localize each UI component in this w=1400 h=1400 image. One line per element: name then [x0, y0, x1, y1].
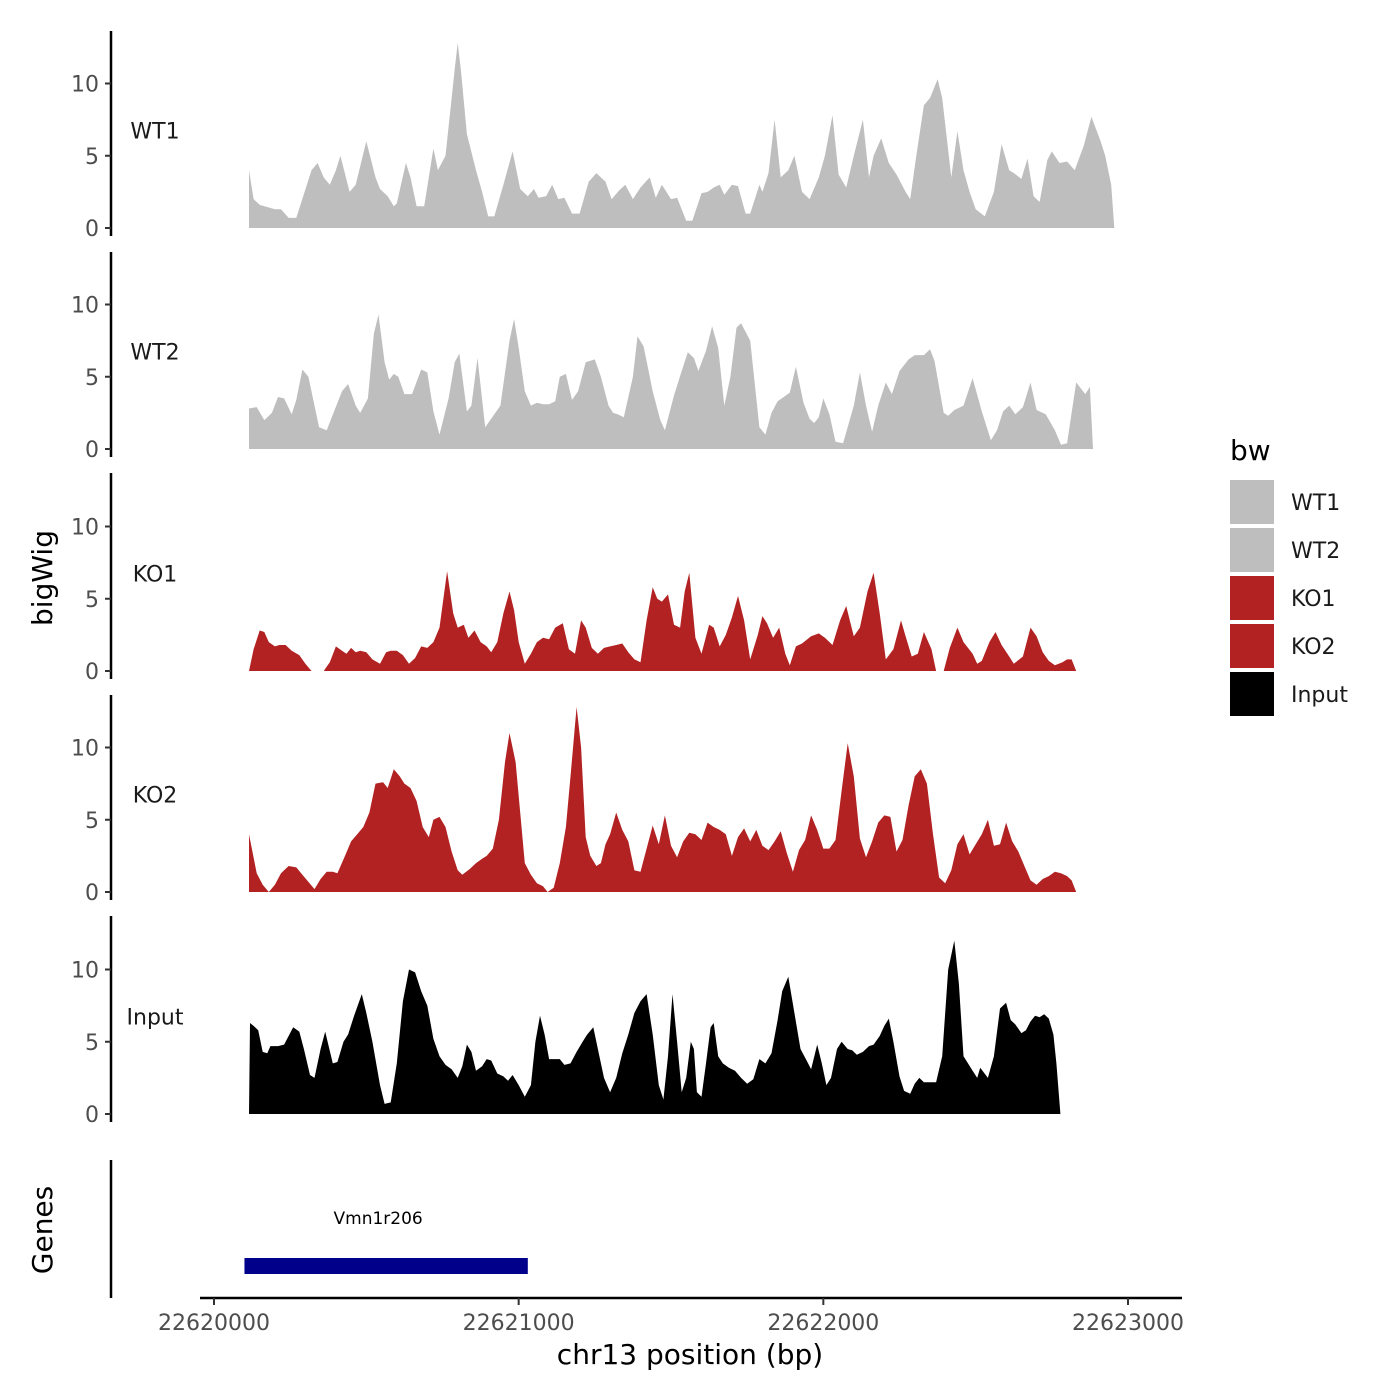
track-label: KO1 — [133, 562, 178, 587]
genes-track: Vmn1r206 — [109, 1160, 528, 1298]
legend-swatch — [1230, 528, 1274, 572]
track-ko2: 0 5 10 KO2 — [71, 695, 1077, 906]
area-ko2 — [249, 707, 1077, 892]
legend-label: Input — [1291, 683, 1348, 708]
track-wt2: 0 5 10 WT2 — [71, 252, 1093, 463]
signal-tracks: 0 5 10 WT1 0 5 10 WT2 0 5 10 KO1 0 5 10 KO2 0 5 10 Input — [71, 31, 1115, 1128]
y-tick-label: 10 — [71, 737, 99, 762]
y-tick-label: 0 — [85, 438, 99, 463]
legend-title: bw — [1230, 434, 1271, 467]
y-tick-label: 10 — [71, 73, 99, 98]
legend-swatch — [1230, 480, 1274, 524]
y-axis-title: bigWig — [26, 530, 59, 626]
y-tick-label: 10 — [71, 294, 99, 319]
legend-swatch — [1230, 576, 1274, 620]
track-label: WT2 — [130, 340, 179, 365]
track-wt1: 0 5 10 WT1 — [71, 31, 1115, 242]
x-tick-label: 22621000 — [463, 1311, 575, 1336]
area-wt2 — [249, 314, 1093, 449]
legend: bw WT1 WT2 KO1 KO2 Input — [1230, 434, 1348, 716]
y-tick-label: 0 — [85, 881, 99, 906]
y-tick-label: 5 — [85, 809, 99, 834]
track-input: 0 5 10 Input — [71, 916, 1061, 1128]
x-tick-label: 22620000 — [158, 1311, 270, 1336]
gene-body — [244, 1258, 528, 1274]
gene-label: Vmn1r206 — [334, 1209, 423, 1229]
y-tick-label: 5 — [85, 145, 99, 170]
legend-label: KO2 — [1291, 635, 1336, 660]
legend-swatch — [1230, 672, 1274, 716]
legend-label: WT1 — [1291, 491, 1340, 516]
area-wt1 — [249, 43, 1115, 228]
track-label: Input — [127, 1005, 184, 1030]
area-input — [249, 940, 1061, 1114]
y-tick-label: 10 — [71, 516, 99, 541]
y-tick-label: 10 — [71, 959, 99, 984]
genes-axis-title: Genes — [26, 1186, 59, 1274]
legend-label: WT2 — [1291, 539, 1340, 564]
x-tick-label: 22623000 — [1072, 1311, 1184, 1336]
x-axis: 22620000 22621000 22622000 22623000 — [158, 1296, 1184, 1336]
y-tick-label: 0 — [85, 217, 99, 242]
track-label: KO2 — [133, 783, 178, 808]
x-tick-label: 22622000 — [767, 1311, 879, 1336]
y-tick-label: 5 — [85, 366, 99, 391]
y-tick-label: 0 — [85, 1103, 99, 1128]
legend-label: KO1 — [1291, 587, 1336, 612]
y-tick-label: 5 — [85, 1031, 99, 1056]
area-ko1 — [249, 571, 1077, 671]
x-axis-title: chr13 position (bp) — [557, 1338, 823, 1371]
y-tick-label: 0 — [85, 660, 99, 685]
y-tick-label: 5 — [85, 588, 99, 613]
legend-swatch — [1230, 624, 1274, 668]
track-label: WT1 — [130, 119, 179, 144]
track-ko1: 0 5 10 KO1 — [71, 473, 1077, 685]
